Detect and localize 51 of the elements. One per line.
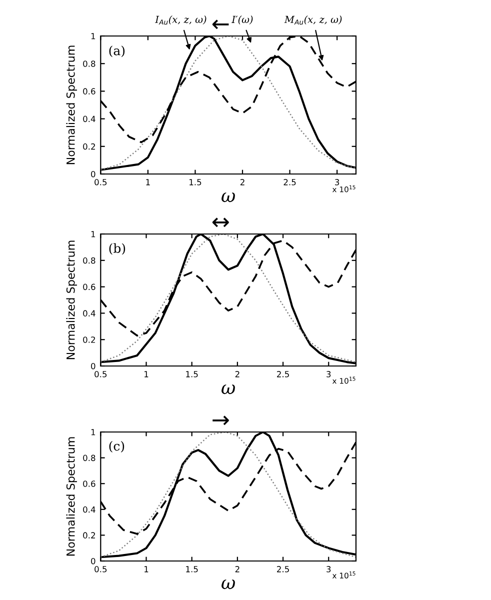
x-tick-label: 1 xyxy=(144,371,148,378)
annotation: (c) xyxy=(109,441,124,452)
y-tick-label: 0 xyxy=(91,170,96,178)
y-tick-label: 0.4 xyxy=(83,506,96,513)
y-axis-title: Normalized Spectrum xyxy=(66,240,77,360)
y-tick-label: 1 xyxy=(91,429,96,436)
y-tick-label: 0.2 xyxy=(83,532,95,538)
annotation: (a) xyxy=(109,46,125,58)
x-tick-label: 1.5 xyxy=(190,179,202,186)
y-tick-label: 0.6 xyxy=(83,88,96,94)
y-tick-label: 0.2 xyxy=(83,336,95,343)
x-axis-title: ω xyxy=(222,580,235,590)
x-tick-label: 3 xyxy=(326,371,331,378)
x-tick-label: 1.5 xyxy=(186,371,198,378)
y-tick-label: 1 xyxy=(91,231,96,238)
x-tick-label: 0.5 xyxy=(94,179,107,186)
x-tick-label: 1 xyxy=(144,566,148,572)
y-tick-label: 0.8 xyxy=(83,257,96,264)
annotation: I′(ω) xyxy=(232,16,253,24)
y-tick-label: 0.2 xyxy=(83,143,95,150)
text: ← xyxy=(212,20,229,30)
x-axis-title: ω xyxy=(222,384,235,394)
annotation: M$_{Au}$(x, z, ω) xyxy=(284,16,342,25)
y-tick-label: 0.4 xyxy=(83,310,96,316)
x-tick-label: 3 xyxy=(335,179,340,186)
annotation: I$_{Au}$(x, z, ω) xyxy=(155,16,206,25)
x-axis-title: ω xyxy=(222,192,235,202)
x-tick-label: 0.5 xyxy=(94,566,107,572)
y-tick-label: 0.6 xyxy=(83,284,96,290)
text: → xyxy=(212,416,229,426)
x-tick-label: 3 xyxy=(326,566,331,572)
y-tick-label: 0.4 xyxy=(83,116,96,122)
x-tick-label: 2 xyxy=(240,179,244,186)
x-tick-label: 2.5 xyxy=(277,566,289,572)
annotation: (b) xyxy=(109,243,126,255)
y-tick-label: 0.6 xyxy=(83,480,96,487)
x-tick-label: 2 xyxy=(235,566,240,572)
text: ↔ xyxy=(212,218,229,228)
x-tick-label: 2 xyxy=(235,371,240,378)
y-tick-label: 0.8 xyxy=(83,454,96,462)
y-axis-title: Normalized Spectrum xyxy=(66,437,77,556)
x-tick-label: 2.5 xyxy=(277,371,289,378)
x-tick-label: 0.5 xyxy=(94,371,107,378)
x-tick-label: 1.5 xyxy=(186,566,198,572)
y-tick-label: 1 xyxy=(91,33,96,40)
x-tick-label: 2.5 xyxy=(284,179,296,186)
y-tick-label: 0 xyxy=(91,362,96,370)
x-tick-label: 1 xyxy=(146,179,150,186)
y-axis-title: Normalized Spectrum xyxy=(66,46,77,164)
y-tick-label: 0.8 xyxy=(83,60,96,67)
y-tick-label: 0 xyxy=(91,558,96,564)
